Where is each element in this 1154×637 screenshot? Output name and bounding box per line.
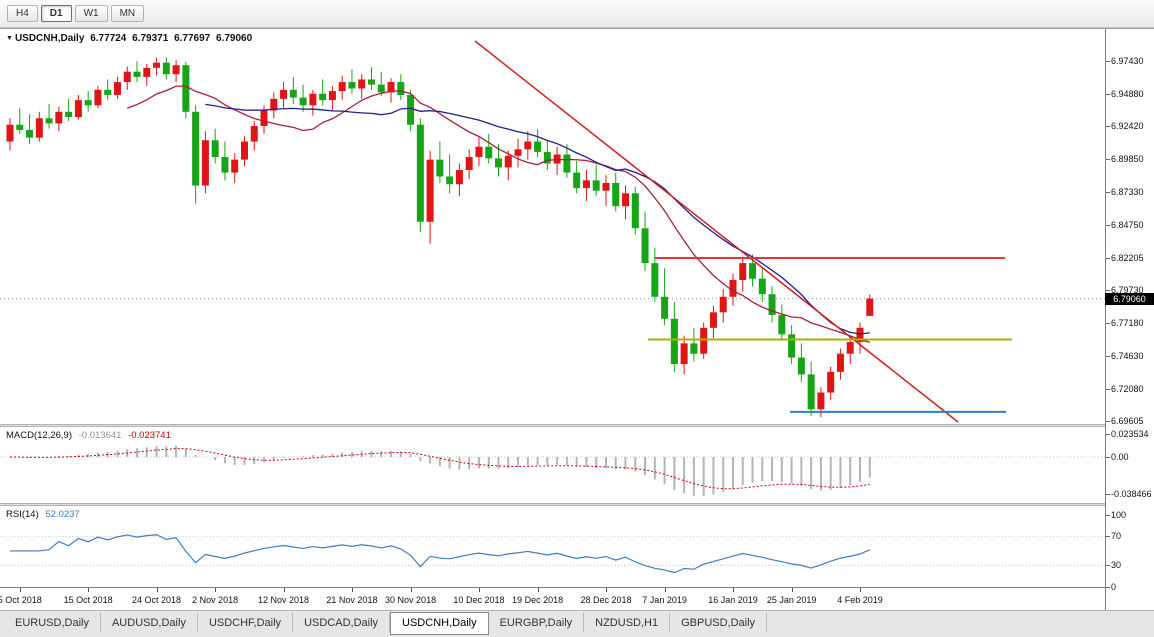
date-label: 15 Oct 2018 (63, 595, 113, 605)
time-axis-tick (19, 588, 21, 592)
macd-pane[interactable]: MACD(12,26,9) -0.013641 -0.023741 (0, 427, 1105, 503)
date-label: 16 Jan 2019 (708, 595, 758, 605)
price-axis-label: 6.72080 (1106, 383, 1144, 394)
timeframe-button-mn[interactable]: MN (110, 5, 145, 22)
macd-value: -0.013641 (78, 430, 122, 441)
price-axis-label: 6.94880 (1106, 88, 1144, 99)
time-axis-tick (859, 588, 861, 592)
date-label: 5 Oct 2018 (0, 595, 42, 605)
price-axis-label: 6.84750 (1106, 219, 1144, 230)
time-axis[interactable]: 5 Oct 2018 15 Oct 2018 24 Oct 2018 2 Nov 20… (0, 587, 1105, 610)
time-axis-tick (410, 588, 412, 592)
price-chart-pane[interactable]: ▼ USDCNH,Daily 6.77724 6.79371 6.77697 6.… (0, 29, 1105, 424)
date-label: 21 Nov 2018 (326, 595, 378, 605)
pane-splitter[interactable] (0, 424, 1154, 427)
date-label: 2 Nov 2018 (192, 595, 239, 605)
macd-label: MACD(12,26,9) -0.013641 -0.023741 (6, 430, 175, 441)
macd-axis-label: -0.038466 (1106, 488, 1152, 499)
timeframe-toolbar: H4 D1 W1 MN (0, 0, 1154, 28)
macd-chart[interactable] (0, 427, 1105, 503)
price-axis-label: 6.69605 (1106, 415, 1144, 426)
ohlc-low: 6.77697 (174, 33, 211, 44)
time-axis-tick (88, 588, 90, 592)
chart-symbol-label: USDCNH,Daily (14, 33, 85, 44)
collapse-arrow-icon[interactable]: ▼ (6, 35, 13, 42)
date-label: 7 Jan 2019 (642, 595, 687, 605)
time-axis-tick (215, 588, 217, 592)
time-axis-tick (156, 588, 158, 592)
timeframe-button-w1[interactable]: W1 (74, 5, 108, 22)
chart-title: ▼ USDCNH,Daily 6.77724 6.79371 6.77697 6.… (6, 33, 255, 44)
time-axis-tick (664, 588, 666, 592)
tab-usdcnh-daily[interactable]: USDCNH,Daily (390, 612, 489, 635)
rsi-axis-label: 0 (1105, 582, 1117, 593)
date-label: 4 Feb 2019 (837, 595, 883, 605)
price-axis-label: 6.77180 (1106, 317, 1144, 328)
tab-nzdusd-h1[interactable]: NZDUSD,H1 (584, 613, 671, 632)
chart-area: ▼ USDCNH,Daily 6.77724 6.79371 6.77697 6.… (0, 28, 1154, 610)
rsi-name: RSI(14) (6, 509, 39, 520)
rsi-label: RSI(14) 52.0237 (6, 509, 84, 520)
price-axis-label: 6.92420 (1106, 120, 1144, 131)
timeframe-button-h4[interactable]: H4 (7, 5, 38, 22)
chart-tab-bar: EURUSD,Daily AUDUSD,Daily USDCHF,Daily U… (0, 610, 1154, 637)
tab-audusd-daily[interactable]: AUDUSD,Daily (101, 613, 198, 632)
date-label: 25 Jan 2019 (766, 595, 817, 605)
tab-eurgbp-daily[interactable]: EURGBP,Daily (489, 613, 585, 632)
rsi-axis-label: 70 (1105, 531, 1122, 542)
rsi-axis-label: 100 (1105, 509, 1127, 520)
date-label: 10 Dec 2018 (453, 595, 505, 605)
time-axis-tick (605, 588, 607, 592)
price-axis[interactable]: 6.97430 6.94880 6.92420 6.89850 6.87330 6.847… (1105, 29, 1154, 610)
time-axis-tick (478, 588, 480, 592)
price-axis-label: 6.82205 (1106, 252, 1144, 263)
tab-usdchf-daily[interactable]: USDCHF,Daily (198, 613, 294, 632)
rsi-axis-label: 30 (1105, 560, 1122, 571)
macd-signal-value: -0.023741 (128, 430, 171, 441)
ohlc-high: 6.79371 (132, 33, 169, 44)
price-axis-label: 6.97430 (1106, 55, 1144, 66)
tab-eurusd-daily[interactable]: EURUSD,Daily (4, 613, 101, 632)
date-label: 28 Dec 2018 (580, 595, 632, 605)
time-axis-tick (537, 588, 539, 592)
tab-gbpusd-daily[interactable]: GBPUSD,Daily (670, 613, 768, 632)
rsi-value: 52.0237 (45, 509, 80, 520)
date-label: 30 Nov 2018 (385, 595, 437, 605)
macd-name: MACD(12,26,9) (6, 430, 72, 441)
current-price-value: 6.79060 (1113, 293, 1146, 304)
date-label: 19 Dec 2018 (512, 595, 564, 605)
current-price-tag: 6.79060 (1105, 292, 1154, 305)
date-label: 12 Nov 2018 (258, 595, 310, 605)
time-axis-tick (351, 588, 353, 592)
macd-axis-label: 0.023534 (1106, 429, 1149, 440)
ohlc-open: 6.77724 (90, 33, 127, 44)
time-axis-tick (283, 588, 285, 592)
macd-axis-label: 0.00 (1106, 452, 1129, 462)
time-axis-tick (732, 588, 734, 592)
ohlc-close: 6.79060 (216, 33, 253, 44)
candlestick-chart[interactable] (0, 29, 1105, 424)
rsi-chart[interactable] (0, 506, 1105, 587)
price-axis-label: 6.74630 (1106, 350, 1144, 361)
price-axis-label: 6.79730 (1106, 284, 1144, 295)
price-axis-label: 6.89850 (1106, 154, 1144, 164)
rsi-pane[interactable]: RSI(14) 52.0237 (0, 506, 1105, 587)
price-axis-label: 6.87330 (1106, 186, 1144, 197)
time-axis-tick (791, 588, 793, 592)
pane-splitter[interactable] (0, 503, 1154, 506)
tab-usdcad-daily[interactable]: USDCAD,Daily (293, 613, 391, 632)
timeframe-button-d1[interactable]: D1 (40, 5, 72, 22)
date-label: 24 Oct 2018 (132, 595, 182, 605)
